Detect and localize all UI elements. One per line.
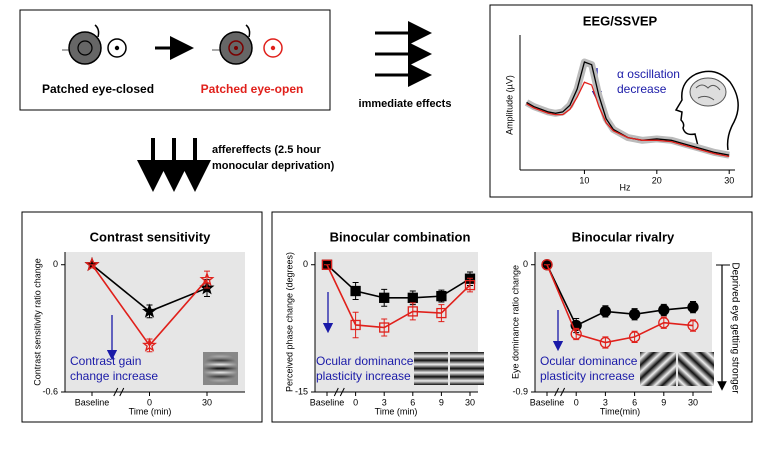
annotation: Contrast gain (70, 354, 141, 368)
annotation: α oscillation (617, 67, 680, 81)
y-axis-label: Perceived phase change (degrees) (284, 252, 294, 392)
error-bar (602, 336, 609, 349)
x-tick-label: 0 (574, 397, 579, 407)
marker (436, 307, 447, 319)
axis-break (113, 387, 125, 397)
marker (379, 322, 390, 333)
error-bar (409, 302, 416, 321)
marker (464, 279, 476, 291)
x-tick-label: 0 (353, 397, 358, 407)
marker (687, 319, 699, 332)
x-tick-label: 9 (439, 397, 444, 407)
after-arrows (137, 138, 211, 192)
x-axis-label: Time(min) (600, 406, 640, 416)
error-bar (631, 330, 638, 344)
error-bar (381, 318, 388, 337)
marker (628, 331, 641, 343)
marker (628, 308, 641, 320)
annotation: Ocular dominance (540, 354, 638, 368)
after-label: monocular deprivation) (212, 160, 335, 172)
marker (407, 306, 418, 317)
y-tick-label: 0 (53, 259, 58, 269)
marker (142, 337, 157, 352)
chart-title: Binocular rivalry (572, 229, 675, 244)
x-tick-label: 20 (652, 175, 662, 185)
y-axis-label: Contrast sensitivity ratio change (32, 258, 42, 386)
closed-label: Patched eye-closed (42, 82, 154, 96)
series-line (526, 61, 730, 156)
x-tick-label: 30 (724, 175, 734, 185)
contrast-box (21, 211, 263, 423)
annotation: Ocular dominance (316, 354, 414, 368)
x-axis-label: Hz (620, 182, 631, 192)
marker (599, 336, 612, 349)
marker (570, 328, 582, 340)
series-line (526, 81, 730, 158)
x-tick-label: Baseline (530, 397, 565, 407)
error-bar (660, 316, 667, 329)
immediate-arrows (375, 21, 432, 87)
eye-closed-icon (62, 24, 127, 65)
chart-title: Binocular combination (330, 229, 471, 244)
x-tick-label: 6 (632, 397, 637, 407)
marker (142, 303, 157, 318)
marker (84, 256, 100, 272)
marker (350, 319, 361, 331)
y-tick-label: 0 (523, 259, 528, 269)
annotation: plasticity increase (540, 369, 635, 383)
chart-title: Contrast sensitivity (90, 229, 211, 244)
x-tick-label: 3 (603, 397, 608, 407)
marker (541, 259, 553, 271)
x-tick-label: 10 (579, 175, 589, 185)
eye-box (19, 9, 331, 111)
annotation: decrease (617, 82, 667, 96)
annotation: plasticity increase (316, 369, 411, 383)
immediate-label: immediate effects (359, 98, 452, 110)
marker (321, 259, 333, 270)
y-tick-label: -0.9 (512, 386, 528, 396)
marker (599, 305, 612, 318)
marker (658, 304, 670, 316)
y-tick-label: 0 (303, 259, 308, 269)
grating-icons (203, 352, 714, 386)
x-axis-label: Time (min) (129, 406, 172, 416)
x-tick-label: 6 (410, 397, 415, 407)
error-bar (438, 304, 445, 323)
marker (379, 292, 390, 303)
annotation: change increase (70, 369, 158, 383)
marker (436, 290, 447, 302)
error-bar (690, 319, 696, 332)
x-tick-label: Baseline (75, 397, 110, 407)
marker (407, 292, 418, 303)
x-tick-label: 3 (382, 397, 387, 407)
chart-title: EEG/SSVEP (583, 13, 658, 28)
open-label: Patched eye-open (201, 82, 304, 96)
marker (350, 285, 361, 297)
eeg-box (489, 4, 753, 198)
x-tick-label: 30 (202, 397, 212, 407)
marker (199, 271, 215, 286)
y-axis-label: Amplitude (µV) (504, 75, 514, 135)
y-axis-label: Eye dominance ratio change (510, 265, 520, 379)
axis-break (554, 387, 566, 397)
after-label: affereffects (2.5 hour (212, 144, 322, 156)
head-icon (674, 70, 739, 151)
x-tick-label: 30 (688, 397, 698, 407)
eye-open-icon (212, 24, 283, 65)
x-tick-label: Baseline (310, 397, 345, 407)
error-bar (573, 327, 580, 341)
error-bar (352, 311, 359, 339)
marker (687, 301, 699, 313)
y-tick-label: -15 (295, 386, 308, 396)
x-tick-label: 30 (465, 397, 475, 407)
marker (658, 317, 670, 329)
x-axis-label: Time (min) (375, 406, 418, 416)
x-tick-label: 9 (661, 397, 666, 407)
axis-break (333, 387, 345, 397)
side-note: Deprived eye getting stronger (729, 262, 740, 394)
x-tick-label: 0 (147, 397, 152, 407)
y-tick-label: -0.6 (42, 386, 58, 396)
binocular-box (271, 211, 753, 423)
